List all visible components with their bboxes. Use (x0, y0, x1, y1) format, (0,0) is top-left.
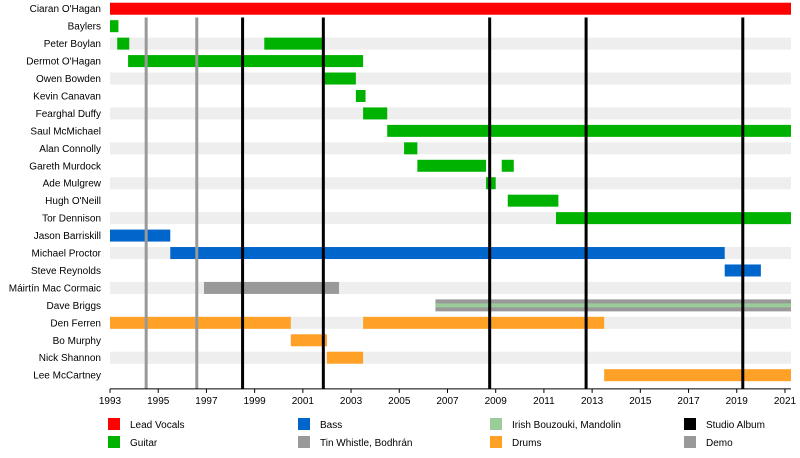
legend-label: Demo (706, 438, 733, 449)
row-band (110, 177, 791, 190)
release-lines (144, 17, 745, 389)
member-labels: Ciaran O'Hagan Baylers Peter Boylan Dermot … (9, 4, 102, 381)
member-bar-drums (326, 351, 364, 364)
row-band (110, 107, 791, 120)
member-name: Jason Barriskill (34, 231, 101, 242)
legend-swatch (490, 436, 502, 448)
tick-label: 2009 (485, 396, 508, 407)
member-name: Ade Mulgrew (43, 179, 102, 190)
member-bar-guitar (404, 142, 418, 155)
row-band (110, 72, 791, 85)
x-axis: 1993 1995 1997 1999 2001 2003 2005 2007 2009 2011… (99, 388, 797, 407)
member-name: Tor Dennison (42, 214, 101, 225)
tick-label: 2019 (726, 396, 749, 407)
legend: Lead Vocals Guitar Bass Tin Whistle, Bodhrá… (108, 418, 765, 449)
member-bar-bass (110, 229, 171, 242)
member-bar-guitar (507, 194, 559, 207)
legend-swatch (490, 418, 502, 430)
member-name: Alan Connolly (39, 144, 101, 155)
legend-label: Guitar (130, 438, 158, 449)
member-name: Dave Briggs (47, 301, 101, 312)
member-bar-guitar (387, 124, 791, 137)
tick-label: 1997 (195, 396, 218, 407)
legend-swatch (108, 436, 120, 448)
member-bar-guitar (417, 159, 487, 172)
tick-label: 2011 (533, 396, 555, 407)
member-bar-guitar (324, 72, 356, 85)
member-name: Bo Murphy (53, 336, 101, 347)
member-name: Ciaran O'Hagan (30, 4, 101, 15)
legend-label: Lead Vocals (130, 420, 185, 431)
member-name: Baylers (68, 22, 101, 33)
member-bar-drums (604, 369, 791, 382)
member-name: Den Ferren (50, 318, 101, 329)
member-name: Máirtín Mac Cormaic (9, 283, 101, 294)
member-bar-guitar (110, 20, 119, 33)
member-name: Fearghal Duffy (36, 109, 101, 120)
member-bar-guitar (355, 89, 366, 102)
member-bar-guitar (363, 107, 388, 120)
member-name: Nick Shannon (39, 353, 101, 364)
row-band (110, 351, 791, 364)
legend-label: Studio Album (706, 420, 765, 431)
tick-label: 2005 (388, 396, 411, 407)
tick-label: 2001 (292, 396, 315, 407)
legend-label: Drums (512, 438, 541, 449)
member-name: Owen Bowden (36, 74, 101, 85)
member-bar-drums (363, 316, 605, 329)
tick-label: 1993 (99, 396, 122, 407)
member-bar-bass (170, 247, 725, 260)
legend-label: Bass (320, 420, 342, 431)
member-name: Kevin Canavan (33, 91, 101, 102)
tick-label: 2021 (774, 396, 797, 407)
member-bar-guitar (501, 159, 514, 172)
member-bar-tin_whistle (204, 281, 340, 294)
tick-label: 1999 (244, 396, 267, 407)
member-name: Dermot O'Hagan (26, 57, 101, 68)
tick-label: 2013 (581, 396, 604, 407)
member-bar-lead_vocals (110, 2, 791, 15)
legend-swatch (298, 436, 310, 448)
legend-swatch (108, 418, 120, 430)
member-name: Peter Boylan (44, 39, 101, 50)
member-name: Steve Reynolds (31, 266, 101, 277)
member-name: Hugh O'Neill (45, 196, 101, 207)
legend-label: Irish Bouzouki, Mandolin (512, 420, 621, 431)
legend-swatch (684, 436, 696, 448)
tick-label: 2007 (436, 396, 459, 407)
member-bar-bouzouki (435, 303, 791, 308)
tick-label: 1995 (147, 396, 170, 407)
tick-label: 2015 (629, 396, 652, 407)
member-bar-drums (110, 316, 291, 329)
member-bar-guitar (555, 212, 791, 225)
member-bar-guitar (117, 37, 130, 50)
legend-label: Tin Whistle, Bodhrán (320, 438, 412, 449)
member-name: Gareth Murdock (29, 161, 102, 172)
member-bar-drums (290, 334, 327, 347)
row-band (110, 142, 791, 155)
tick-label: 2003 (340, 396, 363, 407)
member-bar-guitar (264, 37, 325, 50)
legend-swatch (298, 418, 310, 430)
member-name: Michael Proctor (32, 249, 102, 260)
legend-swatch (684, 418, 696, 430)
member-name: Lee McCartney (33, 371, 101, 382)
row-band (110, 37, 791, 50)
tick-label: 2017 (677, 396, 700, 407)
member-bar-guitar (128, 55, 364, 68)
member-name: Saul McMichael (30, 126, 101, 137)
